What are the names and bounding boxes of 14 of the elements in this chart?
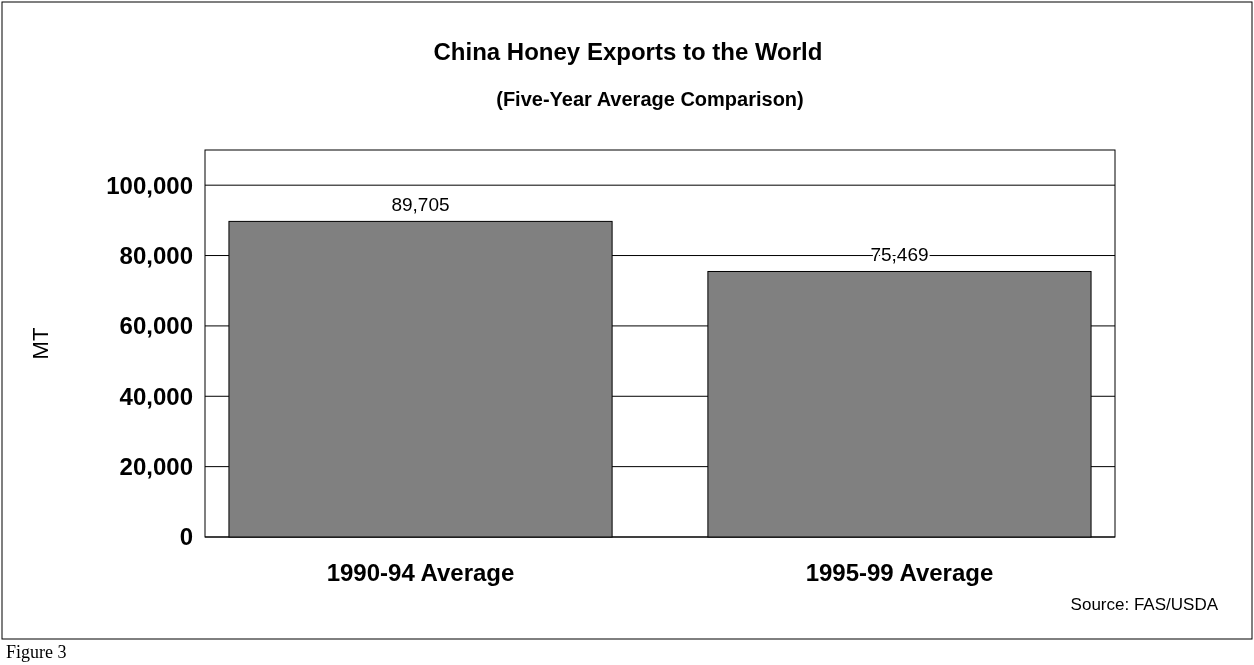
source-note: Source: FAS/USDA [1070, 595, 1219, 614]
y-tick-label: 80,000 [119, 241, 193, 269]
y-tick-label: 20,000 [119, 453, 193, 481]
y-tick-label: 0 [179, 523, 193, 551]
y-tick-label: 40,000 [119, 382, 193, 410]
chart-title: China Honey Exports to the World [433, 38, 823, 65]
y-axis-title: MT [28, 327, 53, 360]
data-label: 89,705 [391, 194, 450, 216]
caption: Figure 3 [6, 642, 67, 662]
x-tick-label: 1995-99 Average [805, 559, 994, 586]
x-tick-label: 1990-94 Average [326, 559, 515, 586]
y-tick-label: 100,000 [106, 171, 193, 199]
y-tick-label: 60,000 [119, 312, 193, 340]
chart-subtitle: (Five-Year Average Comparison) [496, 88, 804, 110]
